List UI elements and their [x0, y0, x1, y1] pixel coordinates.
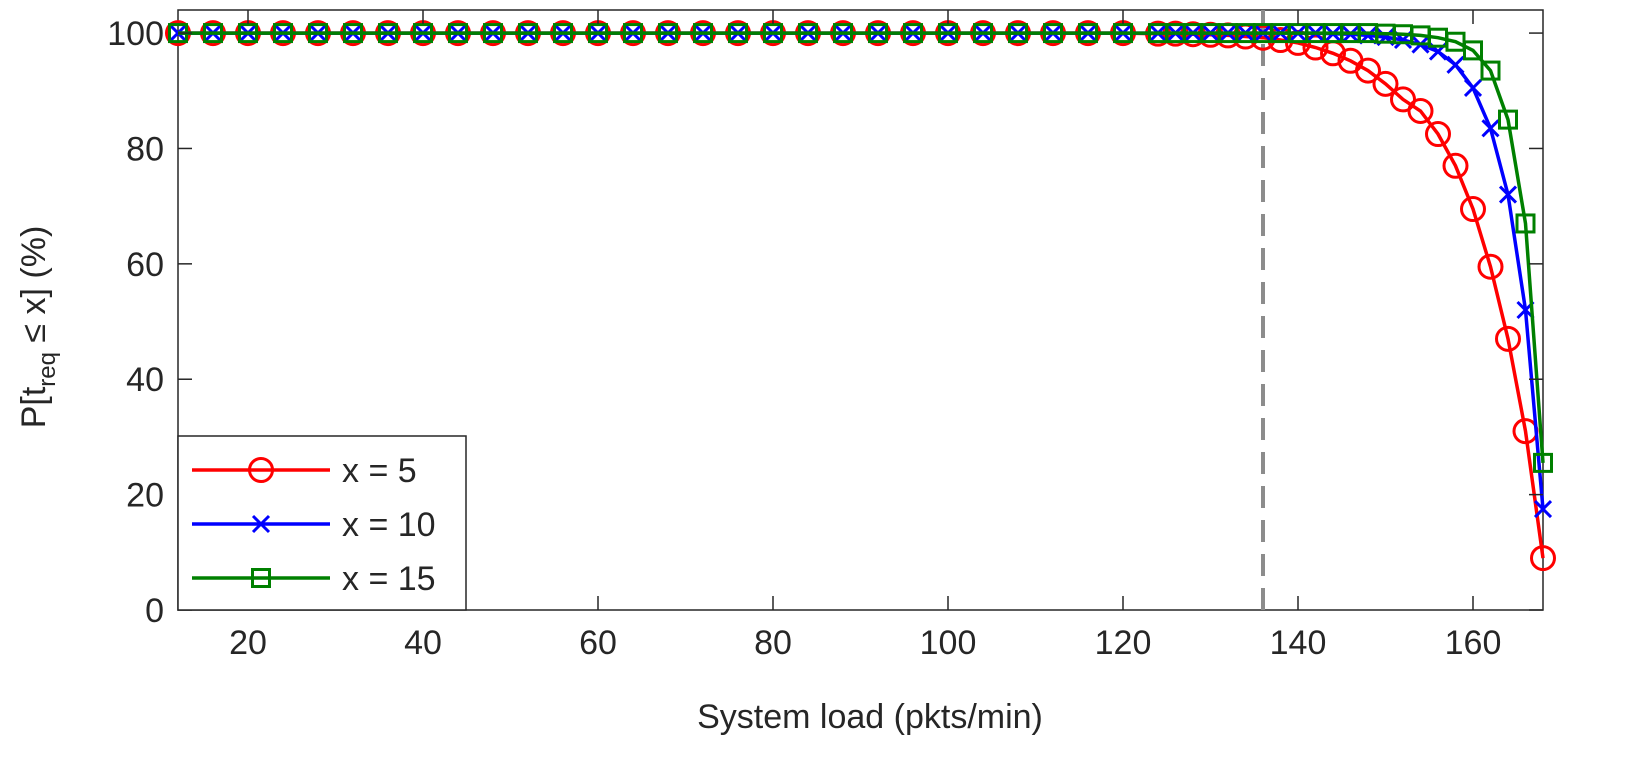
data-point: [693, 23, 713, 44]
data-point: [378, 23, 398, 44]
data-point: [238, 23, 258, 44]
plot-frame: [177, 9, 1544, 611]
data-point: [658, 23, 678, 44]
data-point: [1355, 57, 1381, 84]
y-tick-label: 100: [107, 15, 164, 53]
data-point: [1533, 452, 1553, 473]
y-tick-label: 20: [126, 477, 164, 515]
data-point: [1043, 23, 1063, 44]
x-axis-label: System load (pkts/min): [697, 698, 1043, 736]
data-point: [1372, 70, 1399, 97]
legend-marker: [251, 568, 271, 588]
data-point: [728, 23, 748, 44]
data-point: [1498, 109, 1518, 130]
x-tick-label: 20: [229, 624, 267, 662]
data-point: [938, 23, 958, 44]
data-point: [1481, 119, 1500, 138]
data-point: [973, 23, 993, 44]
data-point: [1533, 499, 1553, 519]
y-axis-label-pre: P[t: [15, 386, 53, 428]
legend-label: x = 10: [342, 506, 436, 544]
series-3: [168, 23, 1553, 473]
legend-item: x = 5: [192, 452, 417, 490]
data-point: [1407, 97, 1434, 124]
legend-item: x = 10: [192, 506, 436, 544]
y-axis-label: P[treq ≤ x] (%): [15, 226, 61, 429]
data-point: [763, 23, 783, 44]
x-tick-label: 100: [920, 624, 977, 662]
axes: [177, 9, 1544, 611]
data-point: [588, 23, 608, 44]
data-point: [833, 23, 853, 44]
data-point: [1008, 23, 1028, 44]
data-point: [798, 23, 818, 44]
y-tick-label: 60: [126, 246, 164, 284]
data-point: [448, 23, 468, 44]
data-point: [343, 23, 363, 44]
data-point: [1477, 253, 1504, 280]
x-tick-label: 160: [1445, 624, 1502, 662]
legend-label: x = 5: [342, 452, 417, 490]
data-point: [483, 23, 503, 44]
legend-label: x = 15: [342, 560, 436, 598]
data-point: [1515, 213, 1536, 234]
data-point: [1442, 152, 1469, 179]
x-tick-label: 60: [579, 624, 617, 662]
data-point: [868, 23, 888, 44]
y-tick-label: 80: [126, 130, 164, 168]
data-point: [413, 23, 433, 44]
y-tick-label: 40: [126, 361, 164, 399]
data-point: [1480, 60, 1501, 81]
legend-marker: [251, 514, 271, 534]
data-point: [1498, 185, 1518, 204]
data-point: [1460, 196, 1486, 223]
data-point: [1463, 40, 1483, 61]
x-tick-label: 40: [404, 624, 442, 662]
series-line: [178, 31, 1545, 464]
data-point: [1113, 23, 1133, 44]
x-tick-label: 80: [754, 624, 792, 662]
data-point: [273, 23, 293, 44]
data-point: [623, 23, 643, 44]
data-point: [518, 23, 538, 44]
legend-marker: [248, 457, 274, 483]
y-axis-label-sub: req: [34, 352, 61, 387]
x-tick-label: 120: [1095, 624, 1152, 662]
series-group: [165, 20, 1556, 572]
y-tick-label: 0: [145, 592, 164, 630]
data-point: [1390, 86, 1416, 113]
data-point: [1078, 23, 1098, 44]
data-point: [1463, 78, 1483, 97]
legend-item: x = 15: [192, 560, 436, 598]
legend: x = 5 x = 10 x = 15: [177, 435, 467, 611]
data-point: [1495, 325, 1521, 352]
data-point: [553, 23, 573, 44]
y-axis-label-post: ≤ x] (%): [15, 226, 53, 352]
data-point: [203, 23, 223, 44]
data-point: [1425, 121, 1451, 148]
data-point: [308, 23, 328, 44]
data-point: [1302, 34, 1329, 61]
data-point: [1446, 55, 1465, 74]
data-point: [1530, 545, 1556, 572]
x-tick-label: 140: [1270, 624, 1327, 662]
data-point: [903, 23, 923, 44]
tick-labels: 20 40 60 80 100 120 140 160 0 20 40 60 80 100: [107, 10, 1543, 662]
